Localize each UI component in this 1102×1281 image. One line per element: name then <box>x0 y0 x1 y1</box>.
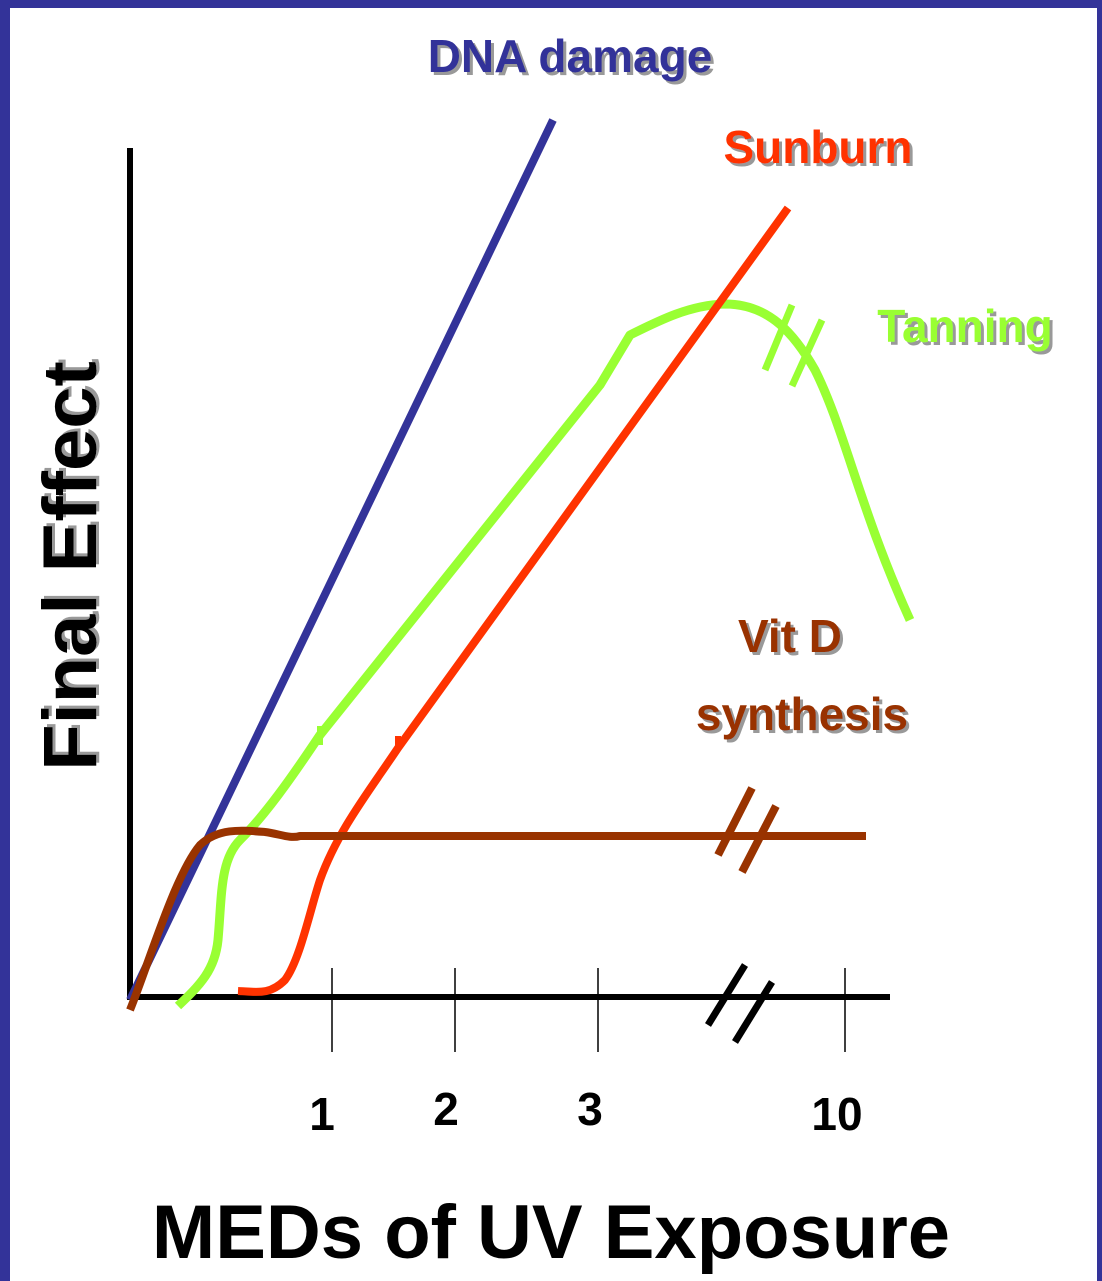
series-line-dna-damage <box>126 118 557 1002</box>
series-line-vit-d <box>126 826 866 1012</box>
tanning-break-mark <box>761 303 826 388</box>
x-axis-break-mark <box>705 963 775 1044</box>
label-tanning: Tanning <box>877 300 1052 352</box>
vit-d-break-mark <box>714 786 780 874</box>
x-tick-label-2: 2 <box>433 1083 459 1135</box>
series-line-sunburn <box>237 205 792 996</box>
label-vit-d-line2: synthesis <box>696 688 908 740</box>
y-axis-title: Final Effect <box>28 361 113 771</box>
x-tick-label-3: 3 <box>577 1083 603 1135</box>
label-dna-damage: DNA damage <box>428 30 713 82</box>
x-tick-label-10: 10 <box>811 1088 862 1140</box>
series-line-tanning <box>174 299 915 1010</box>
label-sunburn: Sunburn <box>723 121 912 173</box>
x-axis-title: MEDs of UV Exposure <box>152 1190 950 1275</box>
x-tick-label-1: 1 <box>309 1088 335 1140</box>
label-vit-d-line1: Vit D <box>738 610 842 662</box>
